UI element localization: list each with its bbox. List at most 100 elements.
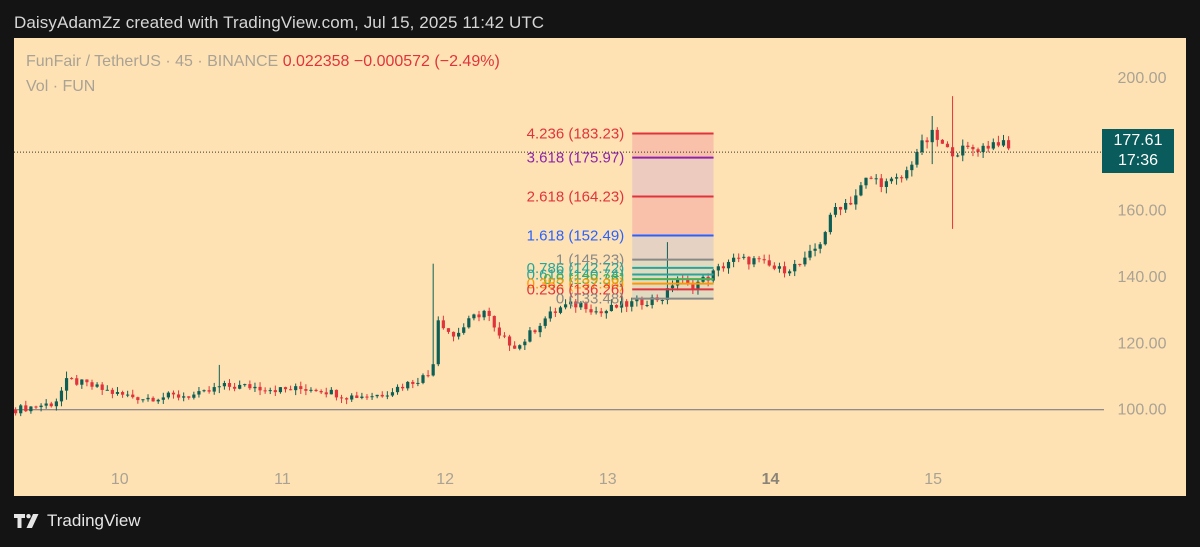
header-credit: DaisyAdamZz created with TradingView.com…	[14, 13, 545, 32]
candle-body	[849, 202, 853, 205]
candle-body	[915, 152, 919, 165]
candle-body	[823, 232, 827, 245]
candle-body	[141, 399, 145, 401]
candle-body	[726, 261, 731, 269]
candle-body	[304, 389, 308, 391]
candle-body	[207, 390, 211, 392]
candle-body	[39, 405, 43, 408]
fib-level-label: 4.236 (183.23)	[527, 125, 625, 142]
candle-body	[253, 386, 257, 389]
chart-canvas[interactable]: 4.236 (183.23) 3.618 (175.97) 2.618 (164.2…	[14, 38, 1186, 496]
fib-zone-band	[632, 133, 714, 158]
candle-body	[854, 195, 858, 205]
candle-body	[625, 301, 629, 307]
candle-body	[472, 314, 476, 319]
candle-body	[665, 288, 670, 301]
fib-zone-band	[632, 196, 714, 236]
tradingview-logo[interactable]: TradingView	[14, 511, 141, 531]
candle-body	[711, 270, 715, 281]
candle-body	[421, 375, 425, 383]
candle-body	[29, 406, 33, 412]
candle-body	[813, 248, 817, 251]
candle-body	[451, 331, 456, 337]
candle-body	[212, 387, 216, 392]
volume-legend[interactable]: Vol · FUN	[26, 78, 96, 95]
candle-body	[747, 256, 751, 265]
candle-body	[950, 147, 955, 157]
candle-body	[457, 332, 461, 337]
fib-level-label: 0.5 (139.36)	[543, 271, 624, 288]
last-price-label-value: 177.61	[1113, 132, 1163, 149]
candle-body	[594, 311, 598, 313]
fib-zone-band	[632, 157, 714, 197]
candle-body	[365, 396, 369, 398]
candle-body	[869, 177, 873, 179]
candle-body	[986, 145, 990, 149]
candle-body	[772, 265, 776, 269]
fib-zone-band	[632, 289, 714, 299]
candle-body	[742, 256, 746, 258]
candle-body	[945, 143, 950, 148]
symbol-name[interactable]: FunFair / TetherUS · 45 · BINANCE	[26, 53, 279, 70]
price-change: −0.000572 (−2.49%)	[353, 53, 500, 70]
candle-body	[599, 311, 603, 314]
candle-body	[782, 266, 787, 274]
last-price-value: 0.022358	[282, 53, 350, 70]
candle-body	[355, 395, 359, 398]
candle-body	[395, 386, 400, 393]
candle-body	[151, 397, 155, 402]
candle-body	[650, 297, 654, 306]
candle-body	[563, 304, 568, 308]
candle-body	[976, 149, 980, 153]
candle-body	[528, 330, 532, 342]
tradingview-logo-text: TradingView	[47, 511, 141, 530]
candle-body	[533, 330, 537, 333]
candle-body	[670, 285, 675, 289]
candle-body	[900, 177, 904, 179]
candle-body	[192, 394, 196, 398]
candle-body	[182, 396, 186, 398]
candle-body	[345, 398, 349, 400]
candle-body	[523, 341, 527, 346]
candle-body	[833, 207, 838, 215]
candle-body	[360, 396, 364, 398]
fib-zone-band	[632, 259, 714, 268]
y-axis-tick-label: 100.00	[1118, 402, 1167, 419]
candle-body	[431, 364, 435, 376]
candle-body	[991, 142, 995, 149]
candle-body	[64, 378, 69, 391]
candle-body	[487, 310, 491, 316]
candle-body	[793, 263, 797, 272]
candle-body	[686, 279, 690, 284]
candle-body	[462, 327, 466, 333]
candle-body	[721, 266, 726, 269]
fib-level-label: 1.618 (152.49)	[527, 228, 625, 245]
candle-body	[507, 336, 512, 346]
candle-body	[935, 129, 939, 140]
candle-body	[497, 327, 501, 336]
last-price-label: 177.61 17:36	[1102, 129, 1174, 173]
candle-body	[492, 315, 496, 328]
candle-body	[334, 389, 339, 398]
candle-body	[248, 384, 252, 389]
candle-body	[227, 383, 232, 387]
candle-body	[268, 390, 272, 392]
x-axis-tick-label: 11	[274, 471, 291, 488]
candle-body	[675, 278, 680, 286]
candle-body	[161, 397, 165, 400]
fib-level-label: 0.382 (137.98)	[527, 276, 625, 293]
chart-panel[interactable]: 4.236 (183.23) 3.618 (175.97) 2.618 (164.2…	[14, 38, 1186, 496]
candle-body	[426, 375, 430, 377]
fib-zone-band	[632, 274, 714, 280]
candle-body	[543, 318, 547, 326]
candle-body	[49, 403, 53, 407]
candle-body	[370, 396, 374, 398]
candle-body	[263, 390, 267, 392]
candle-body	[390, 392, 395, 396]
candle-body	[767, 260, 771, 266]
fib-level-label: 1 (145.23)	[556, 252, 624, 269]
y-axis-tick-label: 160.00	[1118, 203, 1167, 220]
fib-level-label: 0.236 (136.26)	[527, 281, 625, 298]
candle-body	[757, 258, 761, 260]
candle-body	[90, 382, 94, 387]
